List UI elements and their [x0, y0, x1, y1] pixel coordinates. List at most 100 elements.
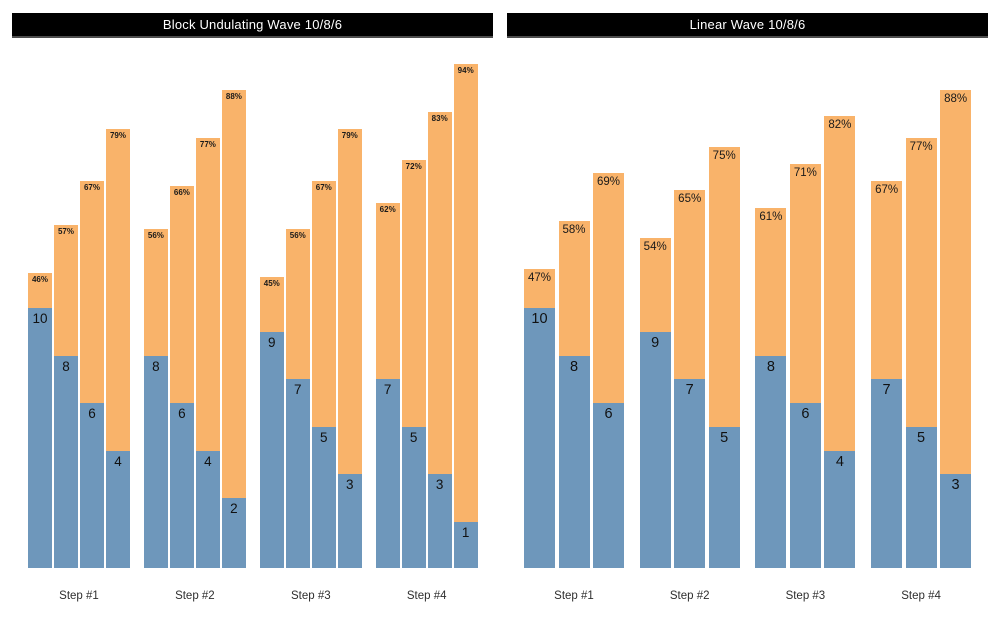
reps-label: 8	[766, 358, 775, 375]
percent-label: 88%	[944, 92, 968, 105]
reps-label: 3	[346, 477, 354, 493]
reps-segment: 8	[558, 355, 590, 568]
bar-stack: 75% 5	[708, 146, 740, 568]
reps-label: 7	[685, 382, 694, 399]
reps-segment: 6	[789, 403, 821, 568]
category-label: Step #2	[669, 590, 710, 602]
reps-label: 4	[204, 453, 212, 469]
chart-title-block-undulating: Block Undulating Wave 10/8/6	[12, 13, 493, 38]
percent-label: 77%	[909, 140, 933, 153]
reps-label: 4	[114, 453, 122, 469]
reps-segment: 8	[143, 355, 168, 568]
reps-segment: 8	[755, 355, 787, 568]
bar-stack: 56% 7	[285, 229, 310, 568]
reps-segment: 7	[871, 379, 903, 568]
category-label: Step #3	[785, 590, 826, 602]
bar-stack: 66% 6	[169, 185, 194, 568]
percent-label: 62%	[379, 205, 396, 215]
reps-label: 6	[178, 406, 186, 422]
percent-label: 67%	[315, 183, 332, 193]
reps-segment: 4	[824, 450, 856, 568]
bar-stack: 79% 3	[337, 129, 362, 568]
reps-label: 5	[409, 429, 418, 445]
bar-stack: 88% 3	[940, 89, 972, 568]
percent-label: 75%	[712, 149, 736, 162]
bar-stack: 65% 7	[674, 190, 706, 568]
percent-label: 58%	[562, 223, 586, 236]
reps-label: 4	[835, 453, 844, 470]
reps-segment: 7	[375, 379, 400, 568]
percent-label: 88%	[225, 91, 242, 101]
percent-label: 71%	[793, 167, 817, 180]
bar-stack: 79% 4	[106, 129, 130, 568]
reps-segment: 10	[28, 307, 52, 568]
percent-label: 67%	[83, 183, 100, 193]
reps-segment: 9	[639, 331, 671, 568]
reps-segment: 8	[54, 355, 78, 568]
reps-label: 6	[801, 406, 810, 423]
percent-label: 72%	[405, 161, 422, 171]
percent-label: 66%	[173, 187, 190, 197]
reps-label: 1	[461, 524, 470, 540]
reps-segment: 5	[905, 426, 937, 568]
category-label: Step #2	[175, 590, 215, 602]
reps-label: 5	[917, 429, 926, 446]
percent-label: 82%	[828, 119, 852, 132]
reps-segment: 5	[311, 426, 336, 568]
bar-stack: 69% 6	[593, 172, 624, 568]
bar-stack: 61% 8	[755, 207, 787, 568]
percent-label: 47%	[527, 271, 552, 284]
percent-label: 69%	[596, 175, 621, 188]
reps-segment: 5	[401, 426, 426, 568]
reps-segment: 6	[169, 403, 194, 568]
bar-stack: 77% 5	[905, 137, 937, 568]
reps-label: 5	[320, 429, 328, 445]
percent-label: 65%	[678, 193, 702, 206]
reps-segment: 3	[427, 474, 452, 568]
bar-stack: 58% 8	[558, 220, 590, 568]
bar-stack: 88% 2	[221, 89, 246, 568]
percent-label: 45%	[263, 279, 280, 289]
bar-stack: 62% 7	[375, 203, 400, 568]
category-label: Step #1	[554, 590, 594, 602]
percent-label: 77%	[199, 139, 216, 149]
bar-stack: 67% 6	[80, 181, 104, 568]
reps-label: 7	[294, 382, 302, 398]
percent-label: 94%	[457, 65, 474, 75]
bar-stack: 46% 10	[28, 273, 52, 568]
bar-stack: 57% 8	[54, 225, 78, 568]
bar-stack: 47% 10	[524, 268, 555, 568]
reps-segment: 9	[259, 331, 284, 568]
percent-label: 83%	[431, 113, 448, 123]
reps-segment: 7	[285, 379, 310, 568]
percent-label: 57%	[57, 227, 74, 237]
category-label: Step #4	[406, 590, 447, 602]
bar-stack: 71% 6	[789, 164, 821, 568]
reps-segment: 7	[674, 379, 706, 568]
percent-label: 79%	[109, 131, 126, 141]
reps-label: 6	[88, 406, 96, 422]
reps-segment: 6	[80, 403, 104, 568]
reps-label: 10	[32, 310, 48, 326]
bar-stack: 67% 7	[871, 181, 903, 568]
reps-label: 3	[435, 477, 444, 493]
reps-label: 9	[651, 334, 660, 351]
reps-segment: 3	[940, 474, 972, 568]
bar-stack: 45% 9	[259, 277, 284, 568]
reps-segment: 6	[593, 403, 624, 568]
bar-stack: 56% 8	[143, 229, 168, 568]
category-label: Step #1	[59, 590, 99, 602]
percent-label: 46%	[31, 275, 48, 285]
reps-label: 5	[720, 429, 729, 446]
reps-segment: 4	[106, 450, 130, 568]
bar-stack: 54% 9	[639, 238, 671, 568]
reps-segment: 5	[708, 426, 740, 568]
reps-label: 8	[62, 358, 70, 374]
reps-segment: 10	[524, 307, 555, 568]
reps-segment: 2	[221, 498, 246, 568]
reps-label: 8	[569, 358, 579, 375]
reps-label: 10	[531, 310, 548, 327]
reps-segment: 4	[195, 450, 220, 568]
percent-label: 56%	[147, 231, 164, 241]
